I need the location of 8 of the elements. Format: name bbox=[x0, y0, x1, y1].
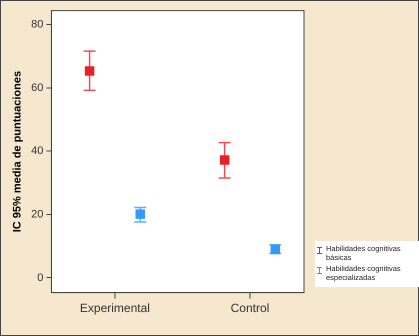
y-tick-label: 20 bbox=[31, 208, 44, 220]
y-tick-label: 0 bbox=[37, 272, 44, 284]
x-tick-label: Control bbox=[230, 301, 270, 316]
x-tick-label: Experimental bbox=[80, 301, 150, 316]
y-tick-label: 80 bbox=[31, 18, 44, 31]
y-tick-label: 40 bbox=[31, 145, 44, 158]
y-axis-title: IC 95% media de puntuaciones bbox=[12, 70, 24, 232]
y-tick-label: 60 bbox=[31, 82, 44, 94]
